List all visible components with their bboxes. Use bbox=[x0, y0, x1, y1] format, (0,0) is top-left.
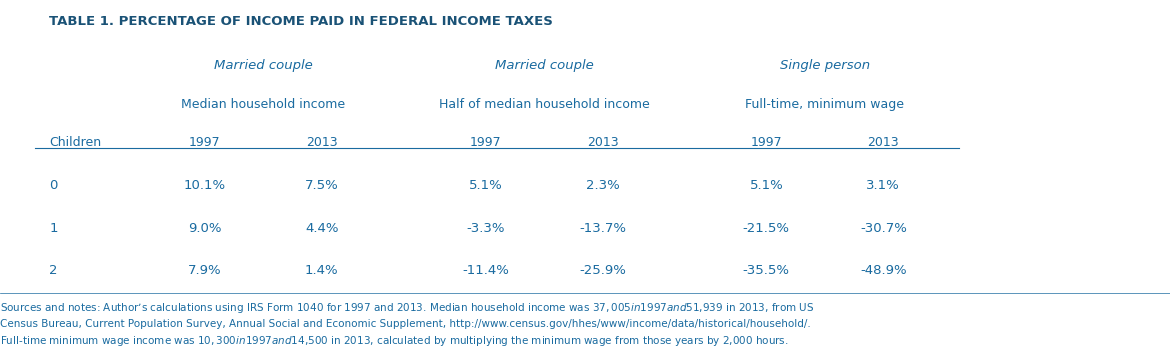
Text: Married couple: Married couple bbox=[214, 59, 312, 72]
Text: Single person: Single person bbox=[779, 59, 870, 72]
Text: 9.0%: 9.0% bbox=[188, 222, 221, 235]
Text: Sources and notes: Author’s calculations using IRS Form 1040 for 1997 and 2013. : Sources and notes: Author’s calculations… bbox=[0, 301, 814, 348]
Text: TABLE 1. PERCENTAGE OF INCOME PAID IN FEDERAL INCOME TAXES: TABLE 1. PERCENTAGE OF INCOME PAID IN FE… bbox=[49, 15, 553, 28]
Text: -11.4%: -11.4% bbox=[462, 264, 509, 277]
Text: 1: 1 bbox=[49, 222, 57, 235]
Text: 2013: 2013 bbox=[586, 136, 619, 149]
Text: 5.1%: 5.1% bbox=[750, 179, 783, 192]
Text: Full-time, minimum wage: Full-time, minimum wage bbox=[745, 98, 904, 112]
Text: 2013: 2013 bbox=[305, 136, 338, 149]
Text: 1997: 1997 bbox=[750, 136, 783, 149]
Text: 10.1%: 10.1% bbox=[184, 179, 226, 192]
Text: 1997: 1997 bbox=[188, 136, 221, 149]
Text: 2013: 2013 bbox=[867, 136, 900, 149]
Text: 5.1%: 5.1% bbox=[469, 179, 502, 192]
Text: Married couple: Married couple bbox=[495, 59, 593, 72]
Text: 7.5%: 7.5% bbox=[305, 179, 338, 192]
Text: 4.4%: 4.4% bbox=[305, 222, 338, 235]
Text: 1.4%: 1.4% bbox=[305, 264, 338, 277]
Text: -13.7%: -13.7% bbox=[579, 222, 626, 235]
Text: Half of median household income: Half of median household income bbox=[439, 98, 649, 112]
Text: 1997: 1997 bbox=[469, 136, 502, 149]
Text: Median household income: Median household income bbox=[181, 98, 345, 112]
Text: 7.9%: 7.9% bbox=[188, 264, 221, 277]
Text: 2: 2 bbox=[49, 264, 57, 277]
Text: 2.3%: 2.3% bbox=[586, 179, 619, 192]
Text: -25.9%: -25.9% bbox=[579, 264, 626, 277]
Text: -35.5%: -35.5% bbox=[743, 264, 790, 277]
Text: -48.9%: -48.9% bbox=[860, 264, 907, 277]
Text: 3.1%: 3.1% bbox=[867, 179, 900, 192]
Text: -30.7%: -30.7% bbox=[860, 222, 907, 235]
Text: 0: 0 bbox=[49, 179, 57, 192]
Text: Children: Children bbox=[49, 136, 102, 149]
Text: -3.3%: -3.3% bbox=[467, 222, 504, 235]
Text: -21.5%: -21.5% bbox=[743, 222, 790, 235]
